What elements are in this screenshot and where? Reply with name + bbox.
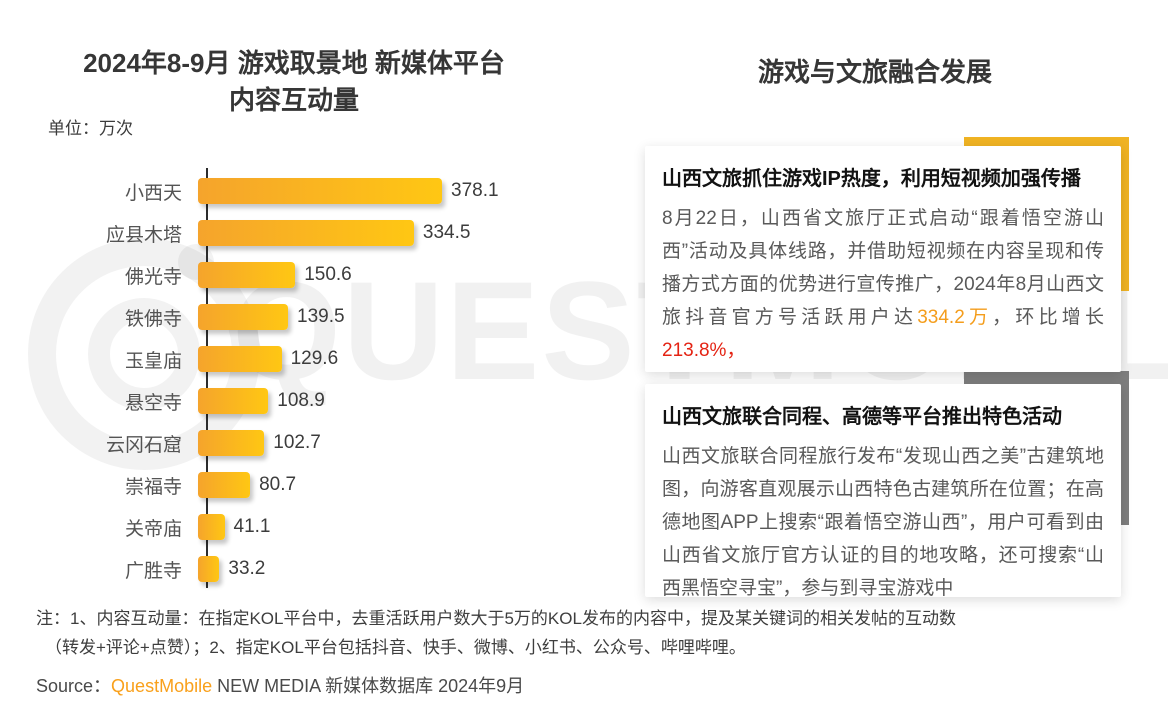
news-card-platform-activity: 山西文旅联合同程、高德等平台推出特色活动 山西文旅联合同程旅行发布“发现山西之美… bbox=[645, 384, 1121, 599]
chart-title: 2024年8-9月 游戏取景地 新媒体平台 内容互动量 bbox=[38, 45, 550, 119]
bar-row: 小西天 378.1 bbox=[60, 178, 635, 204]
bar-value: 378.1 bbox=[451, 180, 499, 201]
bar-label: 铁佛寺 bbox=[124, 308, 182, 330]
bar-label: 小西天 bbox=[124, 182, 182, 204]
bar-chart-rows: 小西天 378.1 应县木塔 334.5 佛光寺 150.6 铁佛寺 139.5 玉皇庙 129.… bbox=[60, 178, 635, 598]
card2-accent-top bbox=[964, 371, 1129, 384]
unit-label: 单位：万次 bbox=[48, 119, 133, 138]
bar bbox=[198, 388, 269, 414]
chart-axis-line bbox=[206, 168, 208, 588]
bar-value: 139.5 bbox=[297, 306, 345, 327]
card-body: 8月22日，山西省文旅厅正式启动“跟着悟空游山西”活动及具体线路，并借助短视频在… bbox=[662, 202, 1104, 367]
bar-row: 玉皇庙 129.6 bbox=[60, 346, 635, 372]
card-title: 山西文旅抓住游戏IP热度，利用短视频加强传播 bbox=[662, 168, 1081, 190]
body-text-normal: ，环比增长 bbox=[992, 307, 1104, 328]
bar bbox=[198, 220, 414, 246]
bar-value: 108.9 bbox=[277, 390, 325, 411]
bar-label: 广胜寺 bbox=[124, 560, 182, 582]
bar-label: 云冈石窟 bbox=[105, 434, 182, 456]
footnote-line2: （转发+评论+点赞）；2、指定KOL平台包括抖音、快手、微博、小红书、公众号、哔… bbox=[45, 638, 746, 657]
footnote-line1: 注：1、内容互动量：在指定KOL平台中，去重活跃用户数大于5万的KOL发布的内容… bbox=[36, 609, 956, 628]
bar-value: 33.2 bbox=[228, 558, 266, 579]
right-panel-title: 游戏与文旅融合发展 bbox=[757, 57, 992, 87]
bar bbox=[198, 304, 288, 330]
bar-row: 应县木塔 334.5 bbox=[60, 220, 635, 246]
body-text-red: 213.8%， bbox=[662, 340, 746, 361]
bar-row: 悬空寺 108.9 bbox=[60, 388, 635, 414]
bar-value: 41.1 bbox=[233, 516, 271, 537]
bar-value: 150.6 bbox=[304, 264, 352, 285]
chart-title-line2: 内容互动量 bbox=[228, 85, 359, 115]
bar-row: 广胜寺 33.2 bbox=[60, 556, 635, 582]
footnote: 注：1、内容互动量：在指定KOL平台中，去重活跃用户数大于5万的KOL发布的内容… bbox=[36, 604, 1144, 662]
card-title: 山西文旅联合同程、高德等平台推出特色活动 bbox=[662, 406, 1062, 428]
bar-label: 应县木塔 bbox=[105, 224, 182, 246]
bar bbox=[198, 556, 220, 582]
news-card-short-video: 山西文旅抓住游戏IP热度，利用短视频加强传播 8月22日，山西省文旅厅正式启动“… bbox=[645, 146, 1121, 372]
bar bbox=[198, 514, 225, 540]
bar-chart: 小西天 378.1 应县木塔 334.5 佛光寺 150.6 铁佛寺 139.5 玉皇庙 129.… bbox=[60, 168, 635, 588]
bar-label: 佛光寺 bbox=[124, 266, 182, 288]
bar-label: 悬空寺 bbox=[124, 392, 182, 414]
bar bbox=[198, 346, 282, 372]
bar-value: 80.7 bbox=[259, 474, 297, 495]
body-text-normal: 山西文旅联合同程旅行发布“发现山西之美”古建筑地图，向游客直观展示山西特色古建筑… bbox=[662, 446, 1104, 599]
card-body: 山西文旅联合同程旅行发布“发现山西之美”古建筑地图，向游客直观展示山西特色古建筑… bbox=[662, 440, 1104, 605]
bar-row: 云冈石窟 102.7 bbox=[60, 430, 635, 456]
bar-row: 关帝庙 41.1 bbox=[60, 514, 635, 540]
chart-title-line1: 2024年8-9月 游戏取景地 新媒体平台 bbox=[83, 48, 505, 78]
source-suffix: NEW MEDIA 新媒体数据库 2024年9月 bbox=[212, 676, 525, 696]
body-text-normal: 8月22日，山西省文旅厅正式启动“跟着悟空游山西”活动及具体线路，并借助短视频在… bbox=[662, 208, 1104, 328]
bar-label: 崇福寺 bbox=[124, 476, 182, 498]
bar-value: 102.7 bbox=[273, 432, 321, 453]
source-prefix: Source： bbox=[36, 676, 112, 696]
bar bbox=[198, 430, 265, 456]
source-line: Source：QuestMobile NEW MEDIA 新媒体数据库 2024… bbox=[36, 672, 524, 698]
source-brand: QuestMobile bbox=[111, 676, 213, 696]
bar bbox=[198, 178, 442, 204]
bar-label: 玉皇庙 bbox=[124, 350, 182, 372]
bar bbox=[198, 472, 251, 498]
bar bbox=[198, 262, 296, 288]
bar-label: 关帝庙 bbox=[124, 518, 182, 540]
bar-row: 铁佛寺 139.5 bbox=[60, 304, 635, 330]
bar-value: 129.6 bbox=[290, 348, 339, 369]
bar-row: 崇福寺 80.7 bbox=[60, 472, 635, 498]
bar-value: 334.5 bbox=[422, 222, 471, 243]
body-text-orange: 334.2万 bbox=[917, 307, 993, 328]
bar-row: 佛光寺 150.6 bbox=[60, 262, 635, 288]
